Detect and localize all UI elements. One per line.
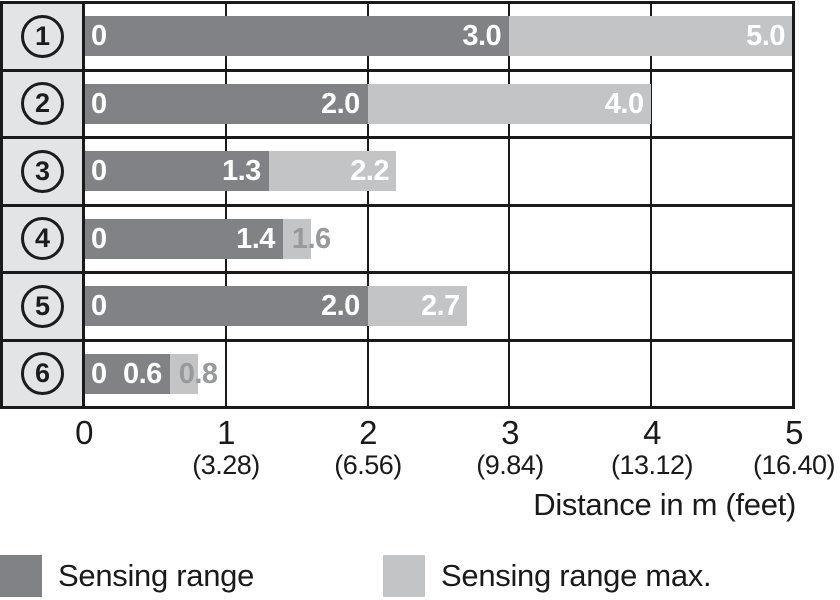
grid-line — [508, 341, 511, 406]
row-header-cell: 2 — [3, 71, 85, 136]
bar-sensing-label: 1.3 — [221, 155, 261, 188]
row-plot-area: 0 1.4 1.6 — [85, 206, 792, 271]
grid-line — [649, 139, 652, 204]
axis-tick-m-label: 5 — [785, 414, 803, 451]
row-plot-area: 0 2.0 2.7 — [85, 274, 792, 339]
bar-sensing — [85, 218, 283, 259]
bar-start-label: 0 — [91, 155, 107, 188]
bar-max-label: 4.0 — [604, 87, 644, 120]
axis-tick: 4 (13.12) — [610, 414, 694, 481]
row-header-cell: 6 — [3, 341, 85, 406]
axis-tick: 2 (6.56) — [334, 414, 402, 481]
grid-line — [649, 274, 652, 339]
axis-tick-feet-label: (9.84) — [476, 450, 544, 480]
axis-tick-feet-label: (13.12) — [610, 450, 694, 480]
chart-row: 1 0 3.0 5.0 — [3, 4, 792, 72]
bar-chart-table: 1 0 3.0 5.0 2 0 2.0 4.0 3 0 1.3 2.2 4 0 1.4 1.6 5 0 2.0 2.7… — [0, 1, 795, 409]
axis-tick-m-label: 2 — [359, 414, 377, 451]
axis-tick-m-label: 0 — [75, 414, 93, 451]
row-header-cell: 1 — [3, 4, 85, 69]
row-plot-area: 0 2.0 4.0 — [85, 71, 792, 136]
bar-sensing-label: 2.0 — [320, 87, 360, 120]
grid-line — [649, 341, 652, 406]
row-plot-area: 0 1.3 2.2 — [85, 139, 792, 204]
row-plot-area: 0 0.6 0.8 — [85, 341, 792, 406]
axis-tick-m-label: 1 — [217, 414, 235, 451]
grid-line — [649, 71, 652, 136]
grid-line — [225, 341, 228, 406]
legend: Sensing range Sensing range max. — [0, 554, 840, 598]
axis-tick: 5 (16.40) — [752, 414, 836, 481]
legend-swatch-sensing-range — [0, 555, 42, 597]
bar-sensing — [85, 353, 170, 394]
bar-start-label: 0 — [91, 222, 107, 255]
axis-tick: 1 (3.28) — [192, 414, 260, 481]
row-number-badge: 6 — [21, 352, 64, 396]
legend-item-sensing-range: Sensing range — [0, 554, 254, 598]
grid-line — [508, 274, 511, 339]
bar-sensing — [85, 286, 368, 327]
x-axis: 0 1 (3.28) 2 (6.56) 3 (9.84) 4 (13.12) 5 (16.40) — [75, 414, 835, 486]
row-header-cell: 5 — [3, 274, 85, 339]
legend-swatch-sensing-range-max — [383, 555, 425, 597]
row-number-badge: 4 — [21, 217, 64, 261]
bar-start-label: 0 — [91, 357, 107, 390]
bar-sensing — [85, 151, 269, 192]
bar-sensing-label: 1.4 — [236, 222, 275, 255]
x-axis-title: Distance in m (feet) — [533, 487, 796, 522]
row-header-cell: 3 — [3, 139, 85, 204]
grid-line — [649, 206, 652, 271]
axis-tick: 0 — [75, 416, 93, 450]
row-number-badge: 3 — [21, 149, 64, 193]
grid-line — [508, 206, 511, 271]
grid-line — [366, 206, 369, 271]
bar-start-label: 0 — [91, 290, 107, 323]
axis-tick: 3 (9.84) — [476, 414, 544, 481]
bar-max-label: 0.8 — [178, 357, 218, 390]
axis-tick-feet-label: (6.56) — [334, 450, 402, 480]
legend-item-sensing-range-max: Sensing range max. — [383, 554, 712, 598]
grid-line — [366, 341, 369, 406]
bar-max-label: 1.6 — [291, 222, 331, 255]
chart-row: 6 0 0.6 0.8 — [3, 341, 792, 406]
row-header-cell: 4 — [3, 206, 85, 271]
row-plot-area: 0 3.0 5.0 — [85, 4, 792, 69]
legend-label-sensing-range-max: Sensing range max. — [441, 558, 712, 593]
bar-max-label: 2.2 — [350, 155, 390, 188]
chart-row: 3 0 1.3 2.2 — [3, 139, 792, 207]
row-number-badge: 5 — [21, 284, 64, 328]
chart-row: 5 0 2.0 2.7 — [3, 274, 792, 342]
axis-tick-feet-label: (3.28) — [192, 450, 260, 480]
bar-sensing-label: 0.6 — [123, 357, 162, 390]
bar-start-label: 0 — [91, 20, 107, 53]
row-number-badge: 2 — [21, 82, 64, 126]
row-number-badge: 1 — [21, 14, 64, 58]
bar-sensing-label: 3.0 — [462, 20, 502, 53]
bar-sensing-label: 2.0 — [320, 290, 360, 323]
bar-max-label: 2.7 — [420, 290, 460, 323]
axis-tick-m-label: 4 — [643, 414, 661, 451]
chart-row: 4 0 1.4 1.6 — [3, 206, 792, 274]
axis-tick-m-label: 3 — [501, 414, 519, 451]
bar-sensing — [85, 83, 368, 124]
axis-tick-feet-label: (16.40) — [752, 450, 836, 480]
chart-row: 2 0 2.0 4.0 — [3, 71, 792, 139]
legend-label-sensing-range: Sensing range — [58, 558, 255, 593]
bar-sensing — [85, 16, 510, 57]
bar-max-label: 5.0 — [746, 20, 785, 53]
grid-line — [508, 139, 511, 204]
bar-start-label: 0 — [91, 87, 107, 120]
